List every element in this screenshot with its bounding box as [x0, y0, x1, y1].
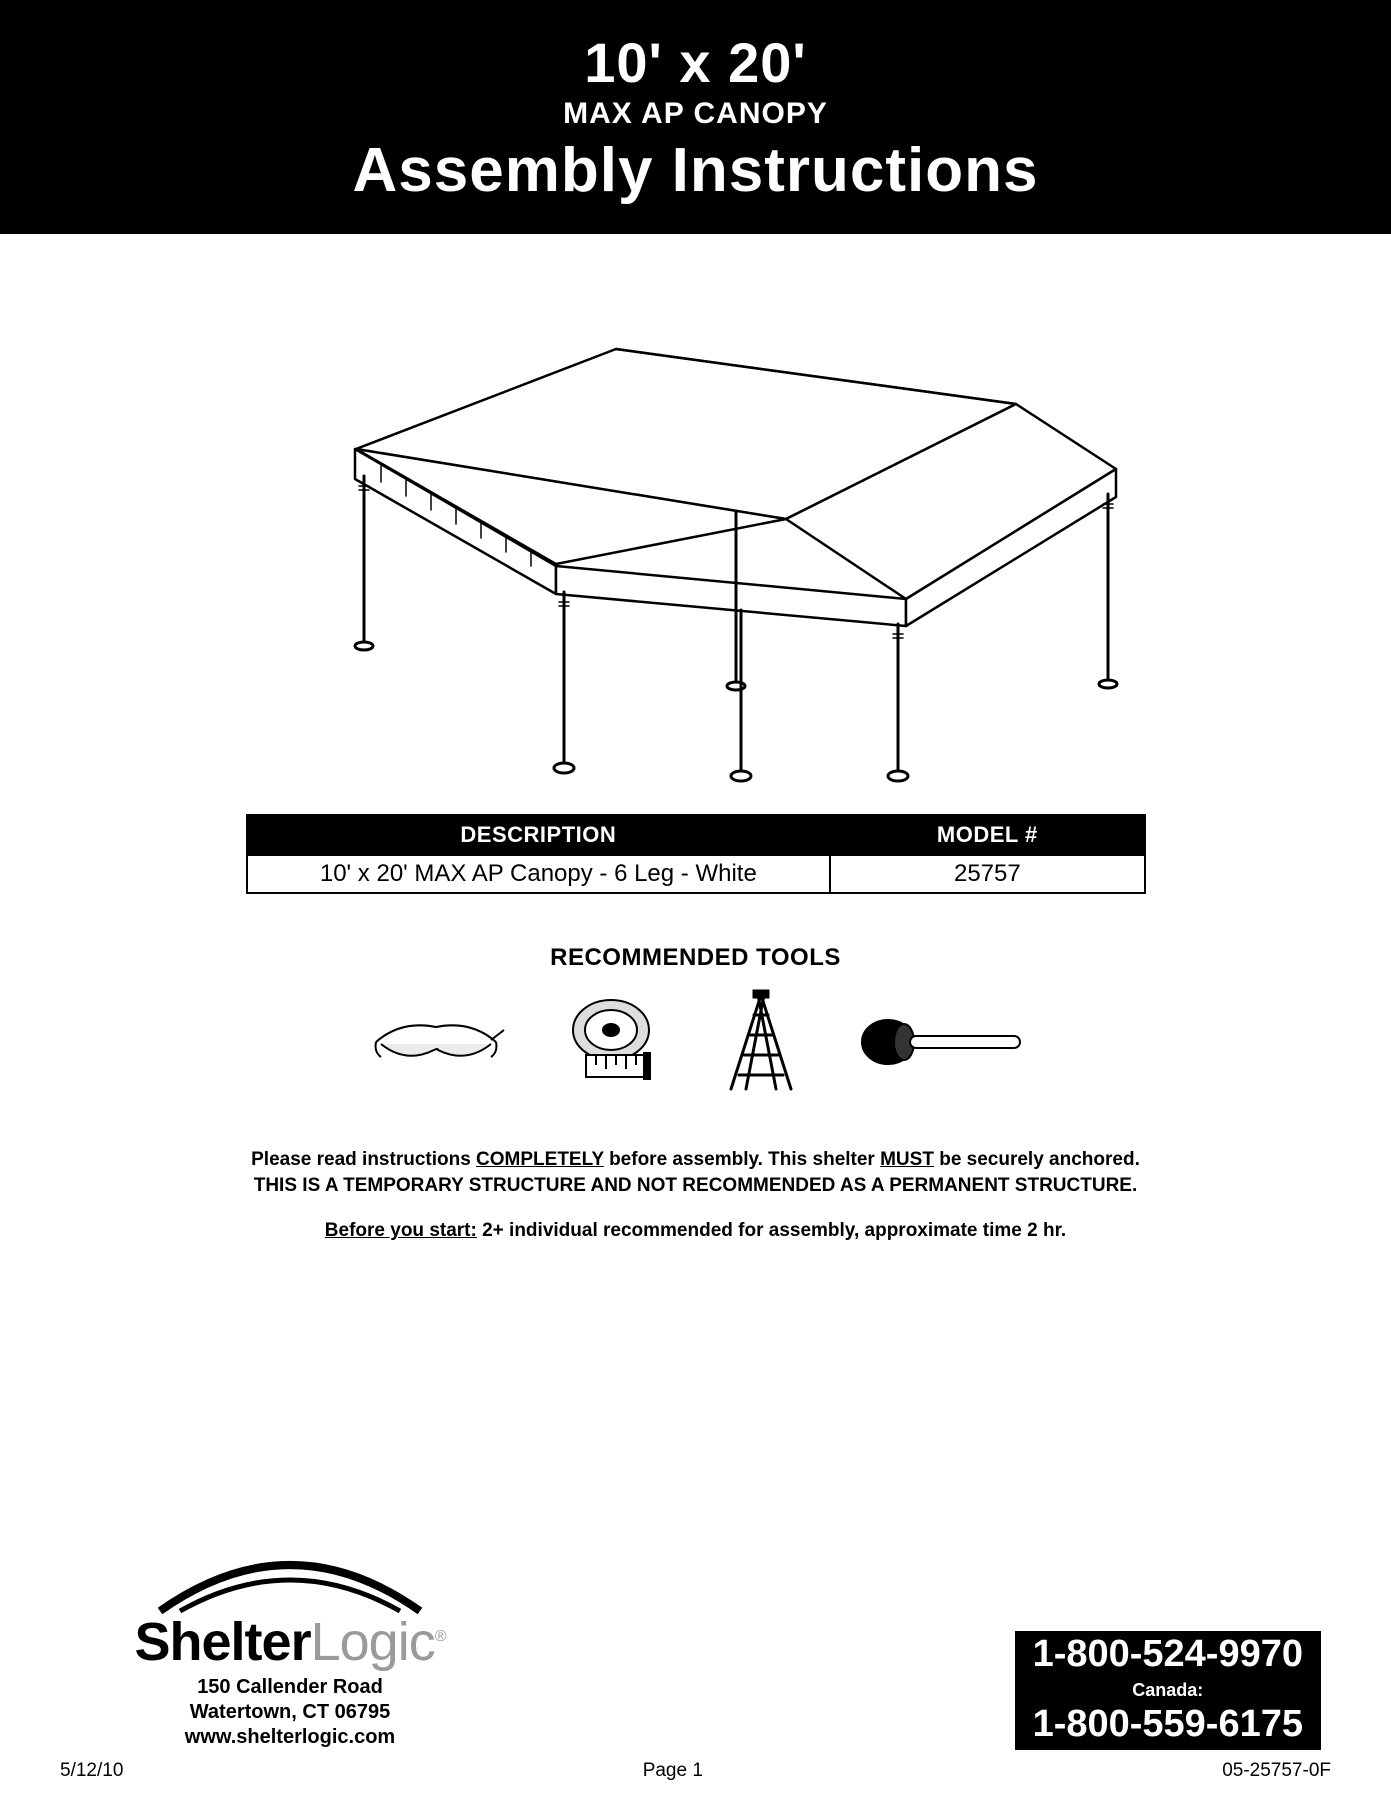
phone-canada: 1-800-559-6175 [1015, 1703, 1321, 1750]
cell-description: 10' x 20' MAX AP Canopy - 6 Leg - White [247, 855, 831, 893]
canopy-illustration [246, 294, 1146, 784]
company-logo-block: ShelterLogic® 150 Callender Road Waterto… [80, 1549, 500, 1750]
phone-canada-label: Canada: [1015, 1678, 1321, 1703]
document-title: Assembly Instructions [0, 135, 1391, 206]
title-banner: 10' x 20' MAX AP CANOPY Assembly Instruc… [0, 0, 1391, 234]
tape-measure-icon [556, 995, 666, 1090]
table-row: 10' x 20' MAX AP Canopy - 6 Leg - White … [247, 855, 1145, 893]
footer-page: Page 1 [643, 1760, 703, 1782]
phone-block: 1-800-524-9970 Canada: 1-800-559-6175 [1015, 1631, 1321, 1750]
page-footer-line: 5/12/10 Page 1 05-25757-0F [60, 1760, 1331, 1782]
col-header-model: MODEL # [830, 815, 1144, 855]
phone-us: 1-800-524-9970 [1015, 1631, 1321, 1678]
step-ladder-icon [716, 987, 806, 1097]
recommended-tools-heading: RECOMMENDED TOOLS [0, 944, 1391, 972]
cell-model: 25757 [830, 855, 1144, 893]
footer-date: 5/12/10 [60, 1760, 123, 1782]
tools-row [0, 987, 1391, 1097]
rubber-mallet-icon [856, 1002, 1026, 1082]
shelterlogic-arc-icon [140, 1549, 440, 1619]
spec-table: DESCRIPTION MODEL # 10' x 20' MAX AP Can… [246, 814, 1146, 894]
product-dimensions: 10' x 20' [0, 30, 1391, 95]
col-header-description: DESCRIPTION [247, 815, 831, 855]
footer-docnum: 05-25757-0F [1222, 1760, 1331, 1782]
safety-glasses-icon [366, 1002, 506, 1082]
document-page: 10' x 20' MAX AP CANOPY Assembly Instruc… [0, 0, 1391, 1800]
company-address: 150 Callender Road Watertown, CT 06795 w… [80, 1675, 500, 1750]
company-wordmark: ShelterLogic® [80, 1611, 500, 1673]
before-you-start: Before you start: 2+ individual recommen… [0, 1220, 1391, 1242]
footer: ShelterLogic® 150 Callender Road Waterto… [0, 1780, 1391, 1800]
instruction-warning: Please read instructions COMPLETELY befo… [0, 1147, 1391, 1198]
product-name: MAX AP CANOPY [0, 97, 1391, 131]
